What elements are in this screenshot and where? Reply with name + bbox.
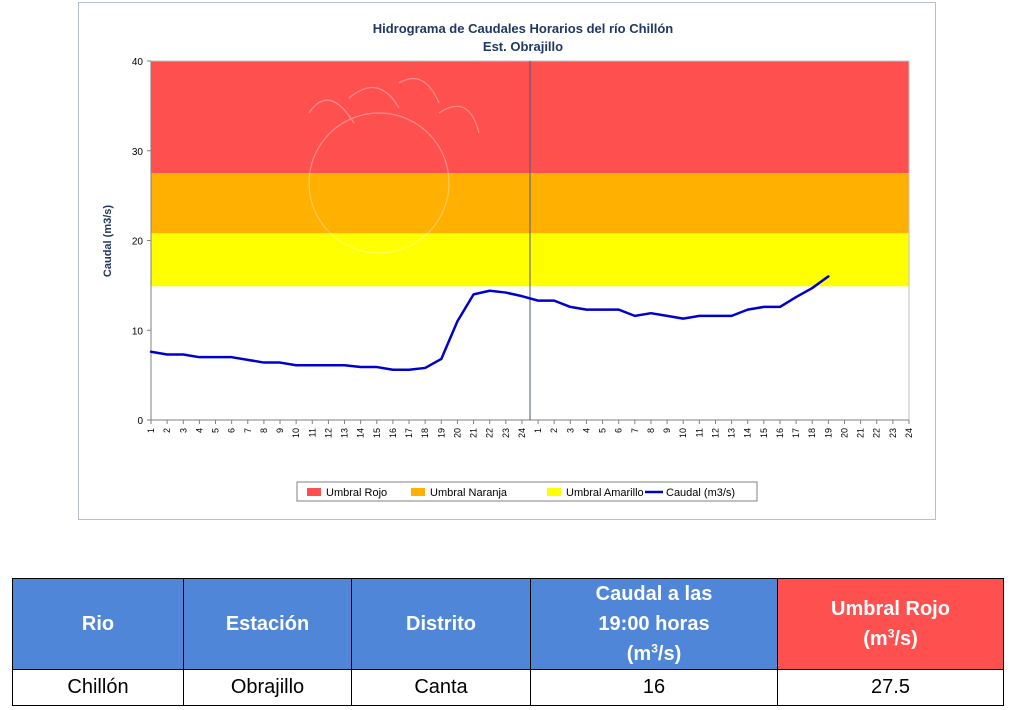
x-tick-label: 14 <box>743 428 753 438</box>
legend-label: Umbral Rojo <box>326 487 387 499</box>
x-tick-label: 4 <box>581 428 591 433</box>
header-umbral-line1: Umbral Rojo <box>831 598 950 620</box>
x-tick-label: 3 <box>565 428 575 433</box>
x-tick-label: 2 <box>162 428 172 433</box>
legend-box <box>296 481 758 502</box>
x-tick-label: 24 <box>904 428 914 438</box>
legend-swatch <box>307 488 321 496</box>
header-caudal-unit-sup: 3 <box>651 641 658 656</box>
x-tick-label: 4 <box>194 428 204 433</box>
y-tick-label: 20 <box>132 237 144 248</box>
chart-frame: Hidrograma de Caudales Horarios del río … <box>78 2 936 520</box>
table-header-row: Rio Estación Distrito Caudal a las 19:00… <box>12 578 1004 670</box>
x-tick-label: 6 <box>227 428 237 433</box>
x-tick-label: 16 <box>775 428 785 438</box>
cell-umbral-rojo: 27.5 <box>777 669 1004 706</box>
legend: Umbral Rojo Umbral Naranja Umbral Amarillo… <box>296 481 758 502</box>
header-caudal: Caudal a las 19:00 horas (m3/s) <box>530 578 778 670</box>
header-caudal-unit-b: /s) <box>657 643 682 665</box>
y-tick-label: 0 <box>137 416 143 427</box>
header-caudal-unit-a: (m <box>626 643 652 665</box>
header-distrito: Distrito <box>351 578 531 670</box>
header-rio: Rio <box>12 578 184 670</box>
x-tick-label: 7 <box>243 428 253 433</box>
x-tick-label: 1 <box>533 428 543 433</box>
y-axis-label: Caudal (m3/s) <box>102 205 114 277</box>
x-tick-label: 8 <box>646 428 656 433</box>
legend-swatch <box>547 488 561 496</box>
x-tick-label: 13 <box>727 428 737 438</box>
sun-watermark <box>308 78 480 254</box>
x-tick-label: 11 <box>694 428 704 437</box>
x-tick-label: 11 <box>307 428 317 437</box>
chart-subtitle: Est. Obrajillo <box>483 39 563 54</box>
cell-rio: Chillón <box>12 669 184 706</box>
x-tick-label: 5 <box>598 428 608 433</box>
y-ticks: 0 10 20 30 40 <box>132 57 151 427</box>
x-tick-label: 22 <box>872 428 882 438</box>
header-umbral-unit-b: /s) <box>894 628 918 650</box>
x-tick-label: 18 <box>807 428 817 438</box>
cell-distrito: Canta <box>351 669 531 706</box>
table-row: Chillón Obrajillo Canta 16 27.5 <box>12 669 1004 706</box>
x-tick-label: 17 <box>791 428 801 438</box>
x-tick-label: 3 <box>178 428 188 433</box>
cell-caudal: 16 <box>530 669 778 706</box>
x-tick-label: 10 <box>291 428 301 438</box>
x-tick-label: 23 <box>501 428 511 438</box>
x-tick-label: 10 <box>678 428 688 438</box>
x-tick-label: 1 <box>146 428 156 433</box>
chart-axes <box>150 60 910 421</box>
x-tick-label: 6 <box>614 428 624 433</box>
y-tick-label: 10 <box>132 326 144 337</box>
legend-label: Umbral Amarillo <box>566 487 644 499</box>
x-tick-label: 5 <box>211 428 221 433</box>
y-tick-label: 30 <box>132 147 144 158</box>
y-tick-label: 40 <box>132 57 144 68</box>
header-estacion: Estación <box>183 578 352 670</box>
x-tick-label: 15 <box>372 428 382 438</box>
legend-swatch <box>411 488 425 496</box>
series-line-caudal <box>149 275 830 371</box>
x-tick-label: 13 <box>340 428 350 438</box>
x-tick-label: 18 <box>420 428 430 438</box>
header-umbral-unit-a: (m <box>863 628 888 650</box>
x-tick-label: 20 <box>452 428 462 438</box>
x-tick-label: 23 <box>888 428 898 438</box>
x-tick-label: 12 <box>710 428 720 438</box>
x-tick-label: 8 <box>259 428 269 433</box>
x-ticks: 1 2 3 4 5 6 7 8 9 10 11 12 13 14 15 16 17 18 19 20 21 22 23 24 1… <box>146 420 914 438</box>
x-tick-label: 19 <box>436 428 446 438</box>
header-umbral-unit-sup: 3 <box>887 626 895 641</box>
cell-estacion: Obrajillo <box>183 669 352 706</box>
legend-label: Umbral Naranja <box>430 487 508 499</box>
x-tick-label: 22 <box>485 428 495 438</box>
summary-table: Rio Estación Distrito Caudal a las 19:00… <box>12 578 1004 706</box>
header-caudal-line1: Caudal a las <box>595 583 713 605</box>
x-tick-label: 15 <box>759 428 769 438</box>
x-tick-label: 14 <box>356 428 366 438</box>
x-tick-label: 17 <box>404 428 414 438</box>
x-tick-label: 19 <box>823 428 833 438</box>
x-tick-label: 16 <box>388 428 398 438</box>
header-caudal-line2: 19:00 horas <box>598 613 710 635</box>
x-tick-label: 2 <box>549 428 559 433</box>
x-tick-label: 12 <box>323 428 333 438</box>
x-tick-label: 21 <box>856 428 866 438</box>
hydrograph-chart: Hidrograma de Caudales Horarios del río … <box>102 21 914 502</box>
legend-label: Caudal (m3/s) <box>666 487 735 499</box>
x-tick-label: 21 <box>469 428 479 438</box>
chart-title: Hidrograma de Caudales Horarios del río … <box>373 21 674 36</box>
x-tick-label: 7 <box>630 428 640 433</box>
x-tick-label: 20 <box>839 428 849 438</box>
x-tick-label: 9 <box>662 428 672 433</box>
header-umbral-rojo: Umbral Rojo (m3/s) <box>777 578 1004 670</box>
x-tick-label: 24 <box>517 428 527 438</box>
series-layer <box>149 275 830 371</box>
x-tick-label: 9 <box>275 428 285 433</box>
